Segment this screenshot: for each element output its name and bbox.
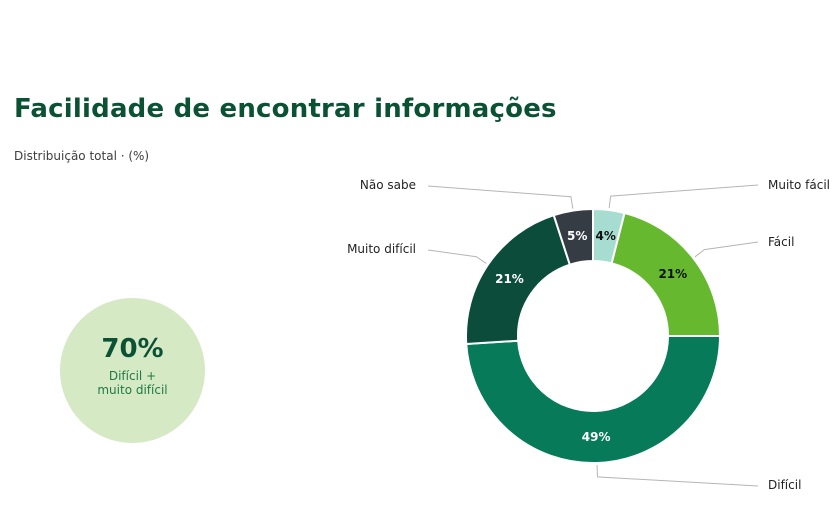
slice-value-label: 5% [567, 229, 587, 243]
slice-category-label: Difícil [768, 478, 801, 492]
donut-slice [552, 207, 594, 266]
slice-value-label: 21% [495, 272, 524, 286]
chart-title: Facilidade de encontrar informações [14, 94, 557, 124]
slice-category-label: Não sabe [360, 178, 416, 192]
slice-value-label: 49% [582, 430, 611, 444]
slice-value-label: 21% [658, 267, 687, 281]
leader-line [596, 464, 759, 487]
leader-line [427, 185, 574, 209]
leader-line [694, 241, 759, 258]
highlight-label: Difícil + muito difícil [97, 369, 168, 397]
chart-subtitle: Distribuição total · (%) [14, 149, 150, 163]
leader-line [427, 249, 487, 264]
slice-value-label: 4% [595, 229, 615, 243]
leader-line [608, 184, 759, 209]
slice-category-label: Fácil [768, 235, 794, 249]
highlight-value: 70% [101, 334, 164, 364]
slice-category-label: Muito fácil [768, 178, 830, 192]
donut-slice [465, 335, 722, 464]
highlight-circle: 70% Difícil + muito difícil [60, 298, 205, 443]
slice-category-label: Muito difícil [347, 242, 416, 256]
